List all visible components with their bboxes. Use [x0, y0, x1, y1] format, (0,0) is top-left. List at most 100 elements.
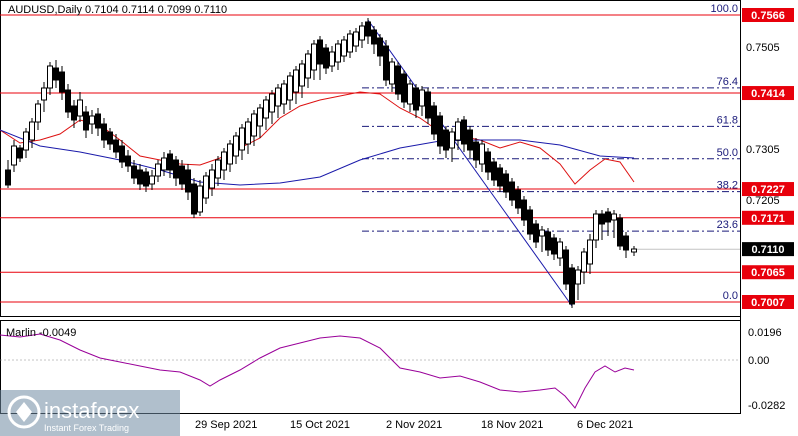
candle-bull [155, 163, 161, 177]
candle-bull [305, 53, 311, 79]
candle-bear [485, 151, 491, 173]
candle-bull [419, 89, 425, 107]
date-label: 6 Dec 2021 [577, 419, 633, 431]
indicator-title: Marlin -0.0049 [6, 327, 76, 339]
price-box-label: 0.7171 [751, 213, 785, 225]
candle-bear [179, 165, 185, 185]
ma-fast-line [0, 91, 635, 185]
candle-bear [563, 249, 569, 285]
candle-bear [323, 47, 329, 69]
price-box [742, 242, 794, 257]
candle-bear [83, 111, 89, 131]
price-box [742, 182, 794, 197]
candle-bear [443, 129, 449, 151]
candle-bull [575, 269, 581, 285]
candle-bull [11, 145, 17, 166]
logo-ring-icon [7, 395, 41, 429]
candle-bull [47, 65, 53, 89]
candle-bear [497, 167, 503, 187]
candle-bear [137, 169, 143, 185]
price-layer: 100.0 76.4 61.8 50.0 38.2 23.6 0.0 0.7566 0.7414… [0, 3, 794, 309]
candle-bull [233, 135, 239, 157]
candle-bull [347, 33, 353, 53]
fib-level-label: 0.0 [723, 290, 738, 302]
candle-bull [341, 39, 347, 57]
candle-bull [23, 131, 29, 151]
candle-bull [221, 151, 227, 171]
indicator-tick: -0.0282 [748, 400, 785, 412]
price-tick: 0.7305 [746, 144, 780, 156]
candle-bear [167, 153, 173, 171]
candle-bull [311, 43, 317, 71]
candle-bear [515, 189, 521, 209]
candle-bull [581, 251, 587, 273]
candle-bull [35, 103, 41, 123]
candle-bear [185, 169, 191, 193]
candle-bull [407, 83, 413, 105]
candle-bull [251, 113, 257, 137]
candle-bear [377, 37, 383, 57]
candle-bull [89, 115, 95, 125]
candle-bull [209, 169, 215, 189]
candle-bull [329, 51, 335, 67]
candle-bear [191, 183, 197, 215]
candle-bear [503, 173, 509, 193]
candle-bear [95, 113, 101, 129]
date-label: 29 Sep 2021 [195, 419, 257, 431]
candle-bull [353, 31, 359, 47]
price-box-label: 0.7110 [751, 244, 784, 256]
candle-bull [287, 75, 293, 101]
logo-diamond-icon [16, 402, 32, 422]
chart-title: AUDUSD,Daily 0.7104 0.7114 0.7099 0.7110 [8, 4, 227, 16]
candle-bull [299, 63, 305, 87]
instaforex-logo: instaforex Instant Forex Trading [0, 390, 180, 436]
candle-bull [41, 87, 47, 101]
candle-bull [587, 239, 593, 265]
indicator-tick: 0.00 [748, 355, 769, 367]
candle-bull [263, 99, 269, 119]
candle-bull [239, 127, 245, 151]
candle-bull [281, 83, 287, 105]
candle-bear [125, 155, 131, 167]
candle-bear [431, 105, 437, 135]
price-box [742, 8, 794, 22]
candle-bear [599, 213, 605, 225]
candle-bear [17, 147, 23, 159]
candle-bull [611, 213, 617, 221]
candle-bear [461, 119, 467, 145]
logo-name: instaforex [44, 398, 139, 423]
candle-bull [479, 143, 485, 165]
candle-bear [473, 141, 479, 161]
candle-bear [437, 115, 443, 147]
candle-bear [71, 105, 77, 121]
candle-bull [257, 107, 263, 127]
candle-bull [203, 175, 209, 199]
price-tick: 0.7505 [746, 42, 780, 54]
candle-bear [551, 237, 557, 255]
candle-bear [401, 73, 407, 103]
candle-bull [631, 248, 637, 253]
candle-bear [545, 231, 551, 251]
logo-tagline: Instant Forex Trading [44, 423, 129, 433]
candle-bull [557, 241, 563, 259]
candle-bear [569, 267, 575, 305]
candle-bear [119, 145, 125, 163]
fib-level-label: 23.6 [717, 219, 738, 231]
candle-bull [359, 25, 365, 41]
candle-bull [389, 61, 395, 85]
ma-slow-line [0, 129, 635, 186]
candle-bull [539, 229, 545, 237]
candle-bull [449, 131, 455, 149]
candle-bear [425, 91, 431, 119]
candle-bear [491, 161, 497, 181]
candle-bull [275, 87, 281, 107]
candle-bear [107, 131, 113, 145]
price-box [742, 210, 794, 225]
candle-bear [533, 223, 539, 243]
candle-bear [623, 235, 629, 251]
price-box-label: 0.7414 [751, 88, 786, 100]
candle-bear [521, 199, 527, 221]
price-box [742, 265, 794, 280]
candle-bear [5, 169, 11, 186]
